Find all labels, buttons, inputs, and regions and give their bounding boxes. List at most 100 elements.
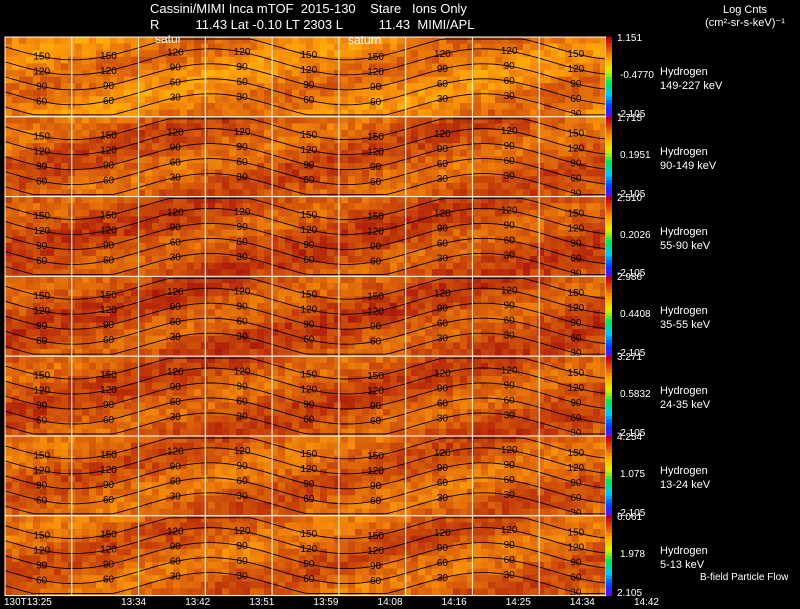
heatmap-cell xyxy=(124,143,132,151)
heatmap-cell xyxy=(222,176,230,184)
heatmap-cell xyxy=(334,196,342,204)
heatmap-cell xyxy=(215,196,223,204)
heatmap-cell xyxy=(355,302,363,310)
heatmap-cell xyxy=(257,229,265,237)
colorbar-segment xyxy=(606,303,612,307)
heatmap-cell xyxy=(131,269,139,277)
heatmap-cell xyxy=(12,176,20,184)
heatmap-cell xyxy=(348,249,356,257)
heatmap-cell xyxy=(523,296,531,304)
contour-label: 150 xyxy=(33,211,50,222)
heatmap-cell xyxy=(229,223,237,230)
heatmap-cell xyxy=(47,109,55,117)
heatmap-cell xyxy=(383,70,391,77)
heatmap-cell xyxy=(257,130,265,137)
heatmap-cell xyxy=(383,149,391,157)
heatmap-cell xyxy=(509,189,517,197)
heatmap-cell xyxy=(117,76,125,84)
heatmap-cell xyxy=(194,276,202,284)
heatmap-cell xyxy=(544,289,552,297)
heatmap-cell xyxy=(257,143,265,151)
heatmap-cell xyxy=(418,123,426,131)
heatmap-cell xyxy=(481,329,489,337)
heatmap-cell xyxy=(460,149,468,157)
heatmap-cell xyxy=(383,369,391,377)
heatmap-cell xyxy=(481,103,489,110)
heatmap-cell xyxy=(19,216,27,224)
heatmap-cell xyxy=(19,203,27,211)
heatmap-cell xyxy=(474,196,482,204)
heatmap-cell xyxy=(530,302,538,310)
heatmap-cell xyxy=(215,236,223,244)
heatmap-cell xyxy=(75,262,83,270)
heatmap-cell xyxy=(341,322,349,330)
heatmap-cell xyxy=(201,37,209,44)
heatmap-cell xyxy=(369,189,377,197)
heatmap-cell xyxy=(152,89,160,97)
heatmap-cell xyxy=(439,356,447,364)
heatmap-cell xyxy=(152,335,160,343)
heatmap-cell xyxy=(572,216,580,224)
heatmap-cell xyxy=(425,283,433,290)
heatmap-cell xyxy=(460,176,468,184)
heatmap-cell xyxy=(180,316,188,323)
heatmap-cell xyxy=(12,229,20,237)
heatmap-cell xyxy=(222,43,230,51)
heatmap-cell xyxy=(299,176,307,184)
heatmap-cell xyxy=(222,143,230,151)
heatmap-cell xyxy=(285,83,293,91)
heatmap-cell xyxy=(593,356,601,364)
heatmap-cell xyxy=(390,356,398,364)
heatmap-cell xyxy=(593,43,601,51)
heatmap-cell xyxy=(145,209,153,217)
heatmap-cell xyxy=(47,37,55,44)
heatmap-cell xyxy=(117,196,125,204)
heatmap-cell xyxy=(320,322,328,330)
heatmap-cell xyxy=(89,276,97,284)
heatmap-cell xyxy=(579,269,587,277)
heatmap-cell xyxy=(474,316,482,323)
heatmap-cell xyxy=(33,209,41,217)
heatmap-cell xyxy=(103,189,111,197)
heatmap-cell xyxy=(82,322,90,330)
heatmap-cell xyxy=(26,349,34,356)
heatmap-cell xyxy=(117,262,125,270)
heatmap-cell xyxy=(47,362,55,370)
heatmap-cell xyxy=(320,369,328,377)
heatmap-cell xyxy=(5,236,13,244)
heatmap-cell xyxy=(579,223,587,230)
heatmap-cell xyxy=(565,283,573,290)
contour-label: 150 xyxy=(568,208,585,219)
heatmap-cell xyxy=(173,169,181,177)
heatmap-cell xyxy=(467,269,475,277)
heatmap-cell xyxy=(446,329,454,337)
heatmap-cell xyxy=(271,163,279,170)
heatmap-cell xyxy=(432,89,440,97)
heatmap-cell xyxy=(208,349,216,356)
heatmap-cell xyxy=(117,103,125,110)
contour-label: 60 xyxy=(570,333,582,344)
heatmap-cell xyxy=(411,302,419,310)
heatmap-cell xyxy=(460,56,468,64)
heatmap-cell xyxy=(418,37,426,44)
heatmap-cell xyxy=(488,136,496,144)
heatmap-cell xyxy=(89,362,97,370)
heatmap-cell xyxy=(334,83,342,91)
colorbar-segment xyxy=(606,329,612,334)
heatmap-cell xyxy=(341,256,349,263)
heatmap-cell xyxy=(488,322,496,330)
heatmap-cell xyxy=(89,242,97,250)
heatmap-cell xyxy=(348,276,356,284)
heatmap-cell xyxy=(467,229,475,237)
heatmap-cell xyxy=(166,322,174,330)
heatmap-cell xyxy=(313,335,321,343)
heatmap-cell xyxy=(5,156,13,164)
heatmap-cell xyxy=(376,176,384,184)
heatmap-cell xyxy=(509,283,517,290)
heatmap-cell xyxy=(194,229,202,237)
heatmap-cell xyxy=(215,349,223,356)
heatmap-cell xyxy=(509,89,517,97)
heatmap-cell xyxy=(376,283,384,290)
heatmap-cell xyxy=(474,136,482,144)
heatmap-cell xyxy=(397,362,405,370)
